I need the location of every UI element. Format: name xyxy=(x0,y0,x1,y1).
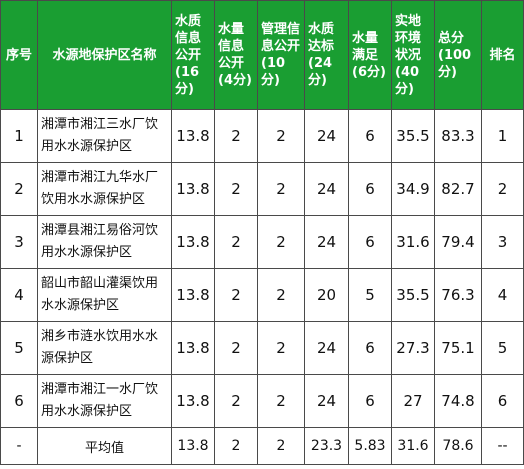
cell-name: 湘潭市湘江三水厂饮用水水源保护区 xyxy=(37,109,172,163)
cell-rank: 4 xyxy=(481,268,524,322)
cell-quality-std: 24 xyxy=(304,374,349,428)
cell-total: 82.7 xyxy=(434,162,482,216)
cell-no: 1 xyxy=(0,109,38,163)
average-label: 平均值 xyxy=(37,427,172,465)
cell-quality-info: 13.8 xyxy=(171,162,215,216)
cell-quality-info: 13.8 xyxy=(171,321,215,375)
cell-rank: 6 xyxy=(481,374,524,428)
cell-name: 湘乡市涟水饮用水水源保护区 xyxy=(37,321,172,375)
cell-rank: 5 xyxy=(481,321,524,375)
cell-env: 27.3 xyxy=(391,321,435,375)
cell-env: 31.6 xyxy=(391,215,435,269)
cell-total: 78.6 xyxy=(434,427,482,465)
cell-rank: 1 xyxy=(481,109,524,163)
cell-quantity-sat: 6 xyxy=(348,321,392,375)
cell-rank: 3 xyxy=(481,215,524,269)
header-row: 序号 水源地保护区名称 水质信息公开(16分) 水量信息公开(4分) 管理信息公… xyxy=(0,0,524,110)
cell-mgmt-info: 2 xyxy=(257,321,305,375)
cell-mgmt-info: 2 xyxy=(257,215,305,269)
cell-no: 5 xyxy=(0,321,38,375)
cell-quantity-info: 2 xyxy=(214,268,258,322)
cell-total: 76.3 xyxy=(434,268,482,322)
cell-env: 27 xyxy=(391,374,435,428)
cell-mgmt-info: 2 xyxy=(257,374,305,428)
cell-quality-std: 24 xyxy=(304,109,349,163)
cell-name: 韶山市韶山灌渠饮用水水源保护区 xyxy=(37,268,172,322)
cell-quantity-sat: 5 xyxy=(348,268,392,322)
cell-quality-std: 20 xyxy=(304,268,349,322)
header-env: 实地环境状况(40分) xyxy=(391,0,435,110)
table-row: 6 湘潭市湘江一水厂饮用水水源保护区 13.8 2 2 24 6 27 74.8… xyxy=(0,374,524,428)
cell-quantity-info: 2 xyxy=(214,427,258,465)
header-total: 总分(100分) xyxy=(434,0,482,110)
cell-mgmt-info: 2 xyxy=(257,162,305,216)
cell-quantity-sat: 6 xyxy=(348,162,392,216)
cell-env: 31.6 xyxy=(391,427,435,465)
header-quality-info: 水质信息公开(16分) xyxy=(171,0,215,110)
header-name: 水源地保护区名称 xyxy=(37,0,172,110)
cell-quantity-sat: 5.83 xyxy=(348,427,392,465)
cell-name: 湘潭市湘江九华水厂饮用水水源保护区 xyxy=(37,162,172,216)
cell-quantity-info: 2 xyxy=(214,215,258,269)
cell-mgmt-info: 2 xyxy=(257,109,305,163)
cell-env: 34.9 xyxy=(391,162,435,216)
cell-quantity-sat: 6 xyxy=(348,215,392,269)
cell-rank: 2 xyxy=(481,162,524,216)
cell-quantity-info: 2 xyxy=(214,374,258,428)
cell-quality-info: 13.8 xyxy=(171,109,215,163)
header-mgmt-info: 管理信息公开(10分) xyxy=(257,0,305,110)
cell-env: 35.5 xyxy=(391,268,435,322)
cell-name: 湘潭县湘江易俗河饮用水水源保护区 xyxy=(37,215,172,269)
header-quantity-info: 水量信息公开(4分) xyxy=(214,0,258,110)
cell-quantity-info: 2 xyxy=(214,162,258,216)
cell-quality-info: 13.8 xyxy=(171,215,215,269)
cell-quality-info: 13.8 xyxy=(171,374,215,428)
cell-no: 6 xyxy=(0,374,38,428)
table-row: 5 湘乡市涟水饮用水水源保护区 13.8 2 2 24 6 27.3 75.1 … xyxy=(0,321,524,375)
cell-total: 75.1 xyxy=(434,321,482,375)
cell-quality-std: 24 xyxy=(304,321,349,375)
header-quality-std: 水质达标(24分) xyxy=(304,0,349,110)
table-row: 1 湘潭市湘江三水厂饮用水水源保护区 13.8 2 2 24 6 35.5 83… xyxy=(0,109,524,163)
cell-quality-std: 24 xyxy=(304,162,349,216)
cell-quantity-sat: 6 xyxy=(348,109,392,163)
cell-quantity-sat: 6 xyxy=(348,374,392,428)
cell-no: - xyxy=(0,427,38,465)
header-no: 序号 xyxy=(0,0,38,110)
header-quantity-sat: 水量满足(6分) xyxy=(348,0,392,110)
cell-name: 湘潭市湘江一水厂饮用水水源保护区 xyxy=(37,374,172,428)
header-rank: 排名 xyxy=(481,0,524,110)
cell-no: 3 xyxy=(0,215,38,269)
table-row: 3 湘潭县湘江易俗河饮用水水源保护区 13.8 2 2 24 6 31.6 79… xyxy=(0,215,524,269)
cell-mgmt-info: 2 xyxy=(257,427,305,465)
cell-total: 83.3 xyxy=(434,109,482,163)
cell-quantity-info: 2 xyxy=(214,109,258,163)
cell-quality-info: 13.8 xyxy=(171,427,215,465)
table-row: 2 湘潭市湘江九华水厂饮用水水源保护区 13.8 2 2 24 6 34.9 8… xyxy=(0,162,524,216)
cell-quality-std: 24 xyxy=(304,215,349,269)
table-row: 4 韶山市韶山灌渠饮用水水源保护区 13.8 2 2 20 5 35.5 76.… xyxy=(0,268,524,322)
cell-quality-info: 13.8 xyxy=(171,268,215,322)
cell-total: 74.8 xyxy=(434,374,482,428)
cell-total: 79.4 xyxy=(434,215,482,269)
cell-mgmt-info: 2 xyxy=(257,268,305,322)
average-row: - 平均值 13.8 2 2 23.3 5.83 31.6 78.6 -- xyxy=(0,427,524,465)
cell-no: 2 xyxy=(0,162,38,216)
cell-quality-std: 23.3 xyxy=(304,427,349,465)
cell-no: 4 xyxy=(0,268,38,322)
cell-quantity-info: 2 xyxy=(214,321,258,375)
cell-rank: -- xyxy=(481,427,524,465)
cell-env: 35.5 xyxy=(391,109,435,163)
